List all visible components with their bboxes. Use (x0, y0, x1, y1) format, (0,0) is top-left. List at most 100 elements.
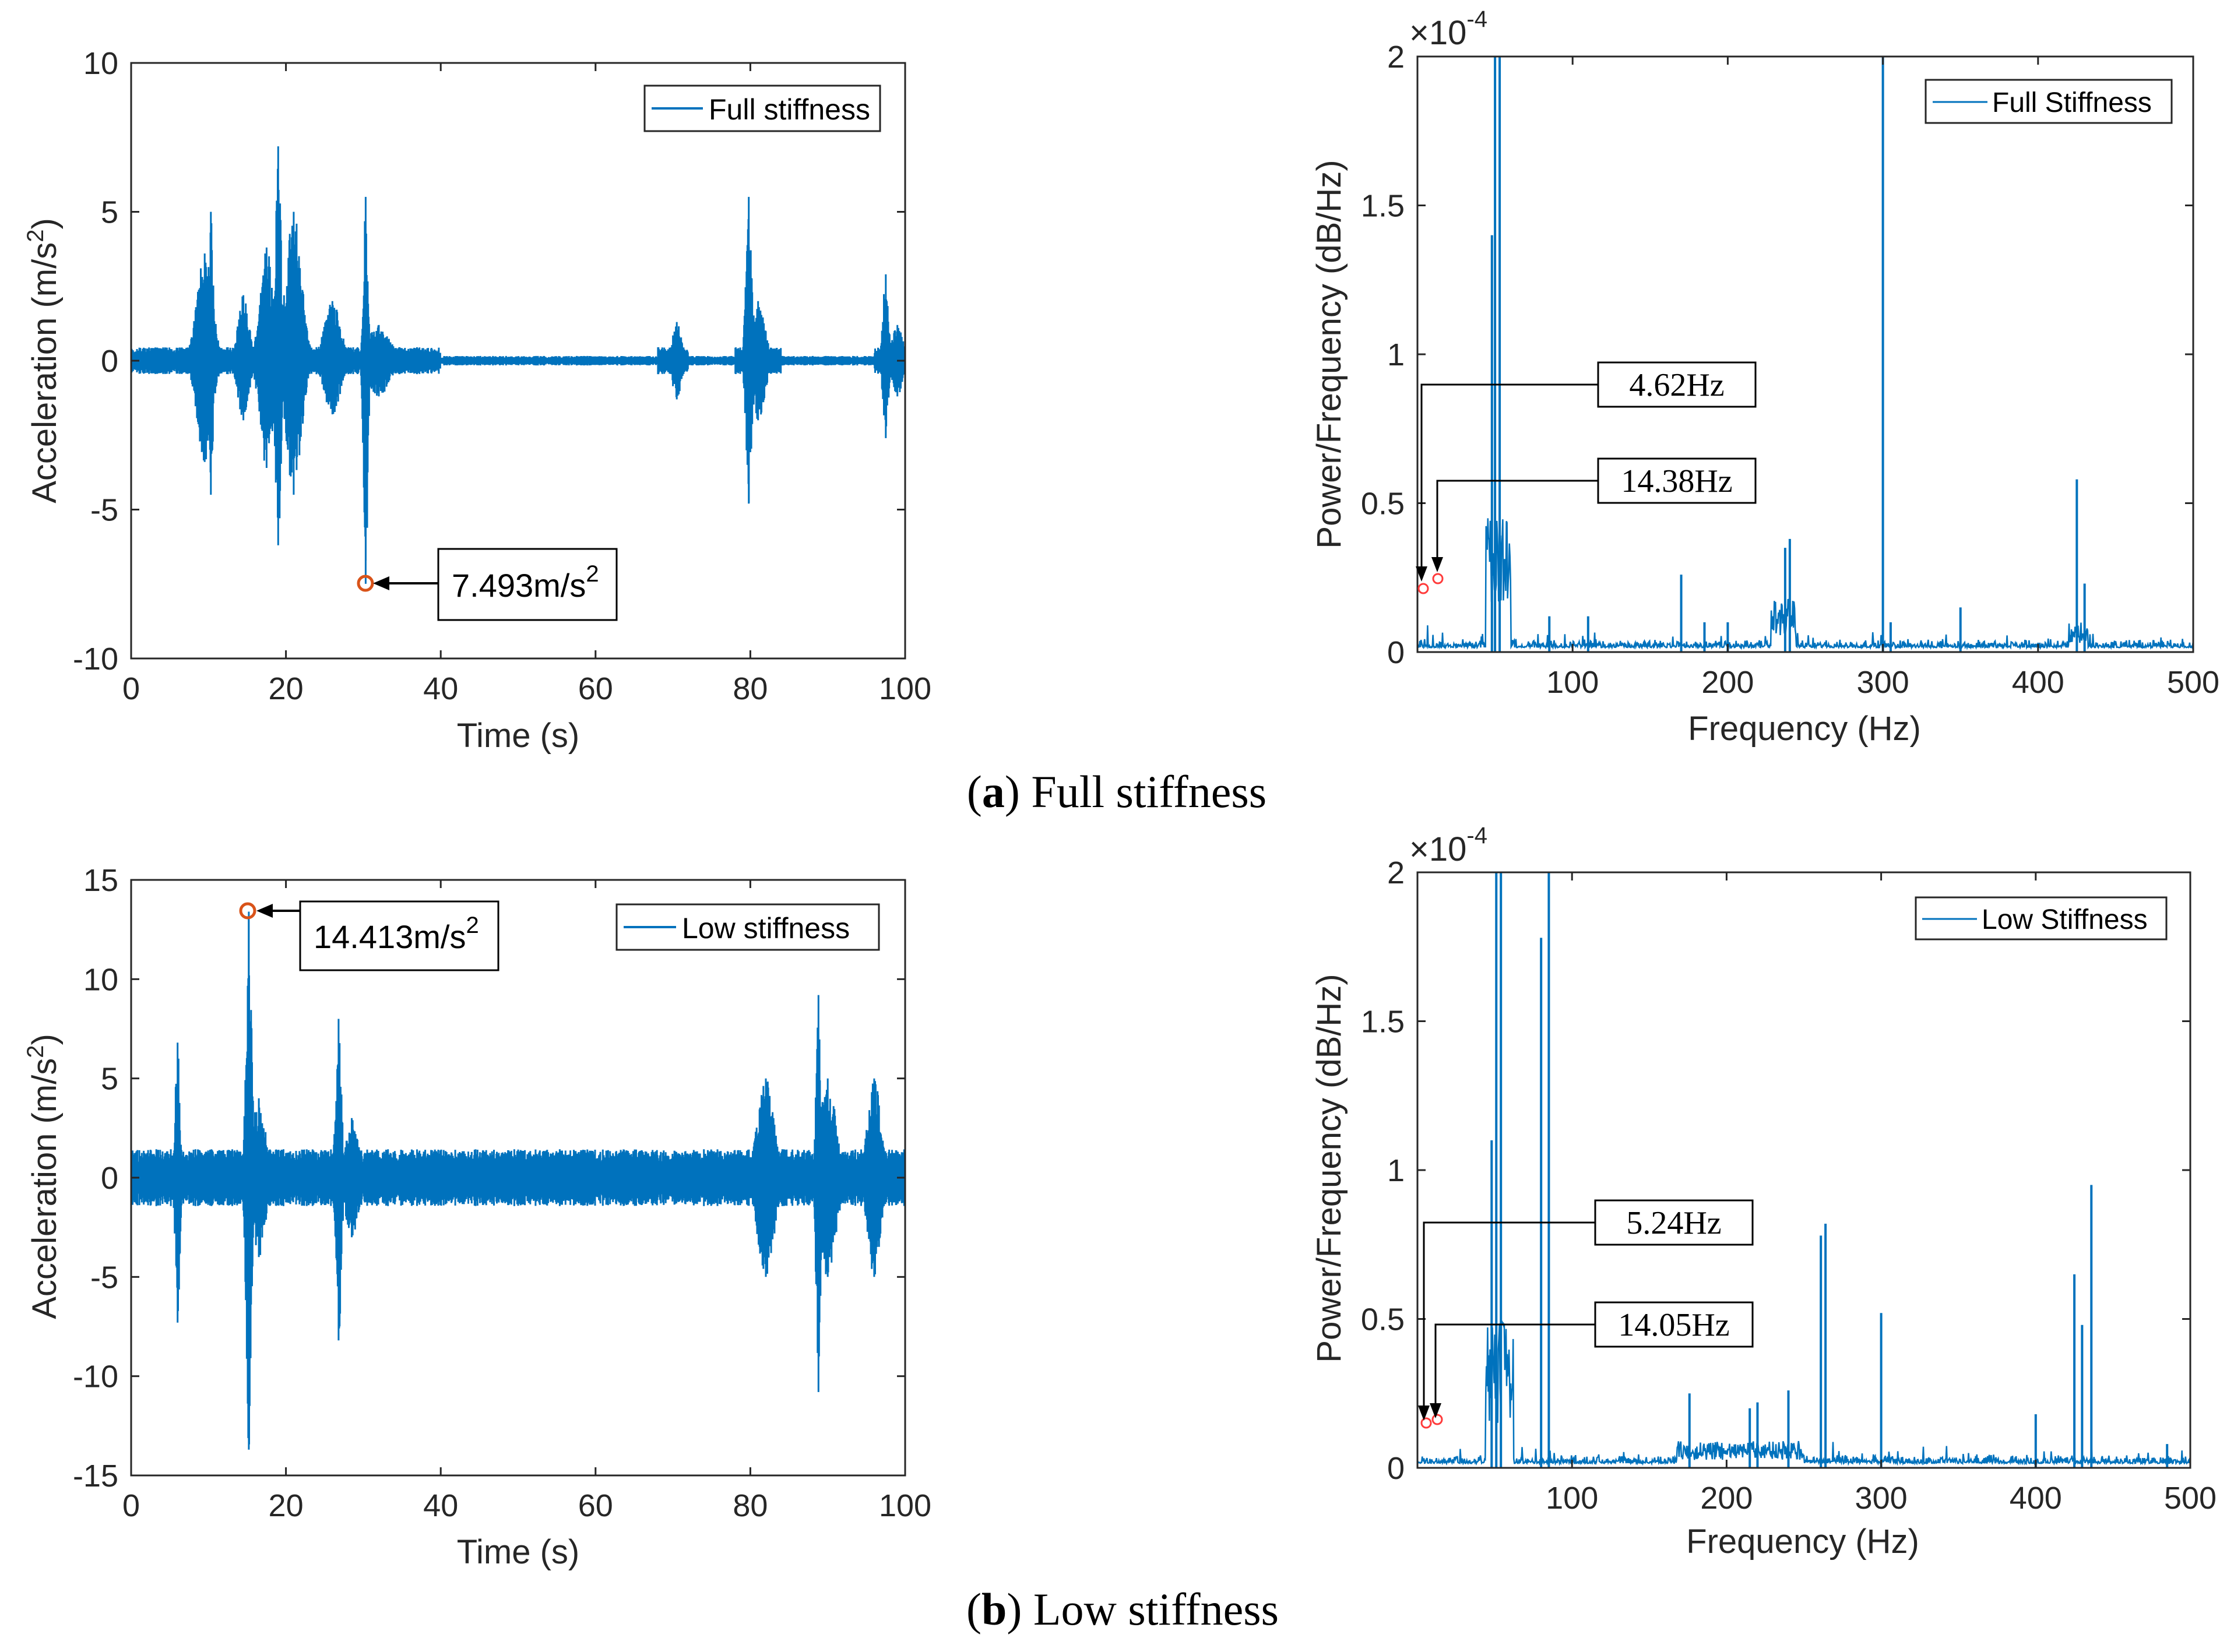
panel-b-psd-exponent: ×10-4 (1409, 823, 1487, 868)
caption-a-paren-open: ( (967, 766, 982, 817)
panel-a-psd-exponent: ×10-4 (1409, 6, 1487, 52)
panel-a-psd-xtick-label: 300 (1857, 665, 1909, 700)
panel-a-psd-xtick-label: 500 (2167, 665, 2219, 700)
panel-a-psd-xtick-label: 200 (1701, 665, 1754, 700)
panel-a-time-legend: Full stiffness (643, 84, 881, 132)
caption-a-paren-close: ) (1005, 766, 1020, 817)
panel-b-psd-leader-2-arrowhead (1430, 1403, 1441, 1418)
panel-b-time-ytick-label: 10 (83, 962, 118, 997)
panel-b-psd-xtick-label: 100 (1546, 1481, 1598, 1516)
panel-b-time-peak-marker (239, 902, 256, 920)
panel-b-psd-spectrum-line (1416, 1320, 2191, 1468)
panel-b-psd-ytick-label: 2 (1387, 855, 1405, 890)
panel-b-time-ytick-label: -5 (90, 1260, 118, 1295)
panel-b-psd-label-box-2 (1594, 1301, 1754, 1348)
panel-b-time-ytick-label: 15 (83, 863, 118, 898)
panel-a-psd-marker-2 (1432, 573, 1444, 584)
panel-b-psd-series (1416, 872, 2191, 1468)
panel-b-time-chart: 0 20 40 60 80 100 -15 -10 -5 0 5 10 15 Time (s) Acce… (23, 863, 931, 1571)
panel-a-time-ytick-label: -10 (73, 642, 118, 677)
panel-b-psd-ytick-label: 1.5 (1361, 1005, 1405, 1040)
panel-b-time-legend-label: Low stiffness (682, 912, 850, 945)
panel-b-psd-leader-2 (1434, 1323, 1595, 1407)
panel-a-psd-leader-2-arrowhead (1431, 557, 1443, 572)
caption-a-letter: a (982, 766, 1005, 817)
panel-a-psd-xlabel: Frequency (Hz) (1688, 710, 1921, 748)
panel-b-psd-ticks: 100 200 300 400 500 0 0.5 1 1.5 2 (1361, 855, 2217, 1516)
panel-a-time-ylabel: Acceleration (m/s2) (23, 218, 64, 503)
panel-a-time-peak-annotation: 7.493m/s2 (357, 548, 618, 621)
panel-a-psd-series (1416, 57, 2194, 652)
panel-a-psd-xtick-label: 100 (1546, 665, 1599, 700)
panel-b-psd-xtick-label: 300 (1855, 1481, 1908, 1516)
panel-b-time-annotation-value: 14.413m/s (314, 918, 466, 955)
panel-a-time-peak-marker (357, 575, 374, 592)
panel-a-time-annotation-box (437, 548, 618, 621)
panel-b-time-xtick-label: 20 (269, 1488, 304, 1523)
panel-b-time-annotation-arrowhead (256, 904, 273, 918)
caption-b-text: Low stiffness (1022, 1584, 1279, 1635)
panel-a-psd-marker-1 (1417, 583, 1429, 594)
panel-b-psd-legend: Low Stiffness (1915, 896, 2168, 941)
panel-b-psd-label-1: 5.24Hz (1626, 1205, 1721, 1241)
panel-b-psd-xtick-label: 200 (1700, 1481, 1753, 1516)
panel-b-psd-chart: 100 200 300 400 500 0 0.5 1 1.5 2 ×10-4 Frequency… (1310, 823, 2217, 1561)
panel-b-psd-ytick-label: 0.5 (1361, 1302, 1405, 1337)
panel-a-time-legend-label: Full stiffness (709, 93, 870, 126)
panel-b-time-peak-annotation: 14.413m/s2 (239, 900, 499, 971)
panel-a-time-ytick-label: 0 (101, 344, 118, 379)
panel-a-time-ticks: 0 20 40 60 80 100 -10 -5 0 5 10 (73, 46, 931, 706)
panel-a-time-xlabel: Time (s) (457, 717, 579, 755)
panel-a-psd-xtick-label: 400 (2012, 665, 2064, 700)
panel-b-time-xtick-label: 80 (733, 1488, 768, 1523)
caption-a: (a) Full stiffness (967, 766, 1266, 817)
panel-a-time-xtick-label: 0 (122, 671, 140, 706)
panel-a-time-ytick-label: 5 (101, 195, 118, 230)
caption-b-letter: b (981, 1584, 1007, 1635)
caption-b-paren-open: ( (966, 1584, 981, 1635)
panel-b-psd-label-box-1 (1594, 1199, 1754, 1246)
panel-a-time-annotation-value: 7.493m/s (452, 567, 586, 604)
panel-a-psd-ticks: 100 200 300 400 500 0 0.5 1 1.5 2 (1361, 40, 2219, 700)
panel-b-psd-exponent-power: -4 (1466, 823, 1487, 848)
panel-b-time-ylabel: Acceleration (m/s2) (23, 1034, 64, 1319)
panel-a-psd-leader-1 (1420, 383, 1598, 570)
panel-b-time-xtick-label: 40 (423, 1488, 458, 1523)
panel-b-time-legend: Low stiffness (615, 903, 880, 951)
panel-a-psd-ytick-label: 1.5 (1361, 189, 1405, 224)
panel-a-psd-label-box-2 (1597, 457, 1757, 504)
panel-b-time-annotation-text: 14.413m/s2 (314, 913, 479, 955)
panel-b-time-xtick-label: 0 (122, 1488, 140, 1523)
panel-b-time-annotation-box (299, 900, 499, 971)
panel-b-psd-ytick-label: 0 (1387, 1451, 1405, 1486)
panel-b-time-annotation-exponent: 2 (466, 913, 479, 938)
panel-b-time-ticks: 0 20 40 60 80 100 -15 -10 -5 0 5 10 15 (73, 863, 931, 1523)
panel-b-time-ytick-label: -15 (73, 1459, 118, 1494)
panel-b-psd-marker-2 (1431, 1414, 1443, 1425)
panel-b-psd-legend-label: Low Stiffness (1982, 904, 2148, 935)
panel-b-time-xtick-label: 100 (879, 1488, 931, 1523)
panel-a-time-annotation-arrowhead (373, 576, 389, 590)
panel-b-psd-marker-1 (1420, 1417, 1432, 1429)
panel-a-time-xtick-label: 20 (269, 671, 304, 706)
panel-b-psd-xtick-label: 500 (2164, 1481, 2217, 1516)
panel-a-time-xtick-label: 60 (578, 671, 613, 706)
panel-a-time-xtick-label: 100 (879, 671, 931, 706)
panel-a-psd-legend: Full Stiffness (1925, 79, 2173, 124)
panel-b-psd-leader-1-arrowhead (1418, 1406, 1430, 1421)
panel-a-time-xtick-label: 80 (733, 671, 768, 706)
panel-a-psd-ytick-label: 0.5 (1361, 487, 1405, 522)
panel-a-psd-leader-1-arrowhead (1416, 566, 1427, 582)
panel-a-time-annotation-exponent: 2 (586, 561, 599, 587)
panel-b-time-xlabel: Time (s) (457, 1533, 579, 1571)
panel-a-psd-exponent-base: ×10 (1409, 14, 1466, 52)
caption-a-text: Full stiffness (1020, 766, 1266, 817)
panel-b-psd-xtick-label: 400 (2010, 1481, 2062, 1516)
panel-a-time-ytick-label: 10 (83, 46, 118, 81)
panel-b-time-ytick-label: 0 (101, 1161, 118, 1196)
panel-a-psd-label-box-1 (1597, 361, 1757, 408)
panel-a-psd-ylabel: Power/Frequency (dB/Hz) (1310, 160, 1348, 548)
panel-b-psd-ylabel: Power/Frequency (dB/Hz) (1310, 974, 1348, 1362)
